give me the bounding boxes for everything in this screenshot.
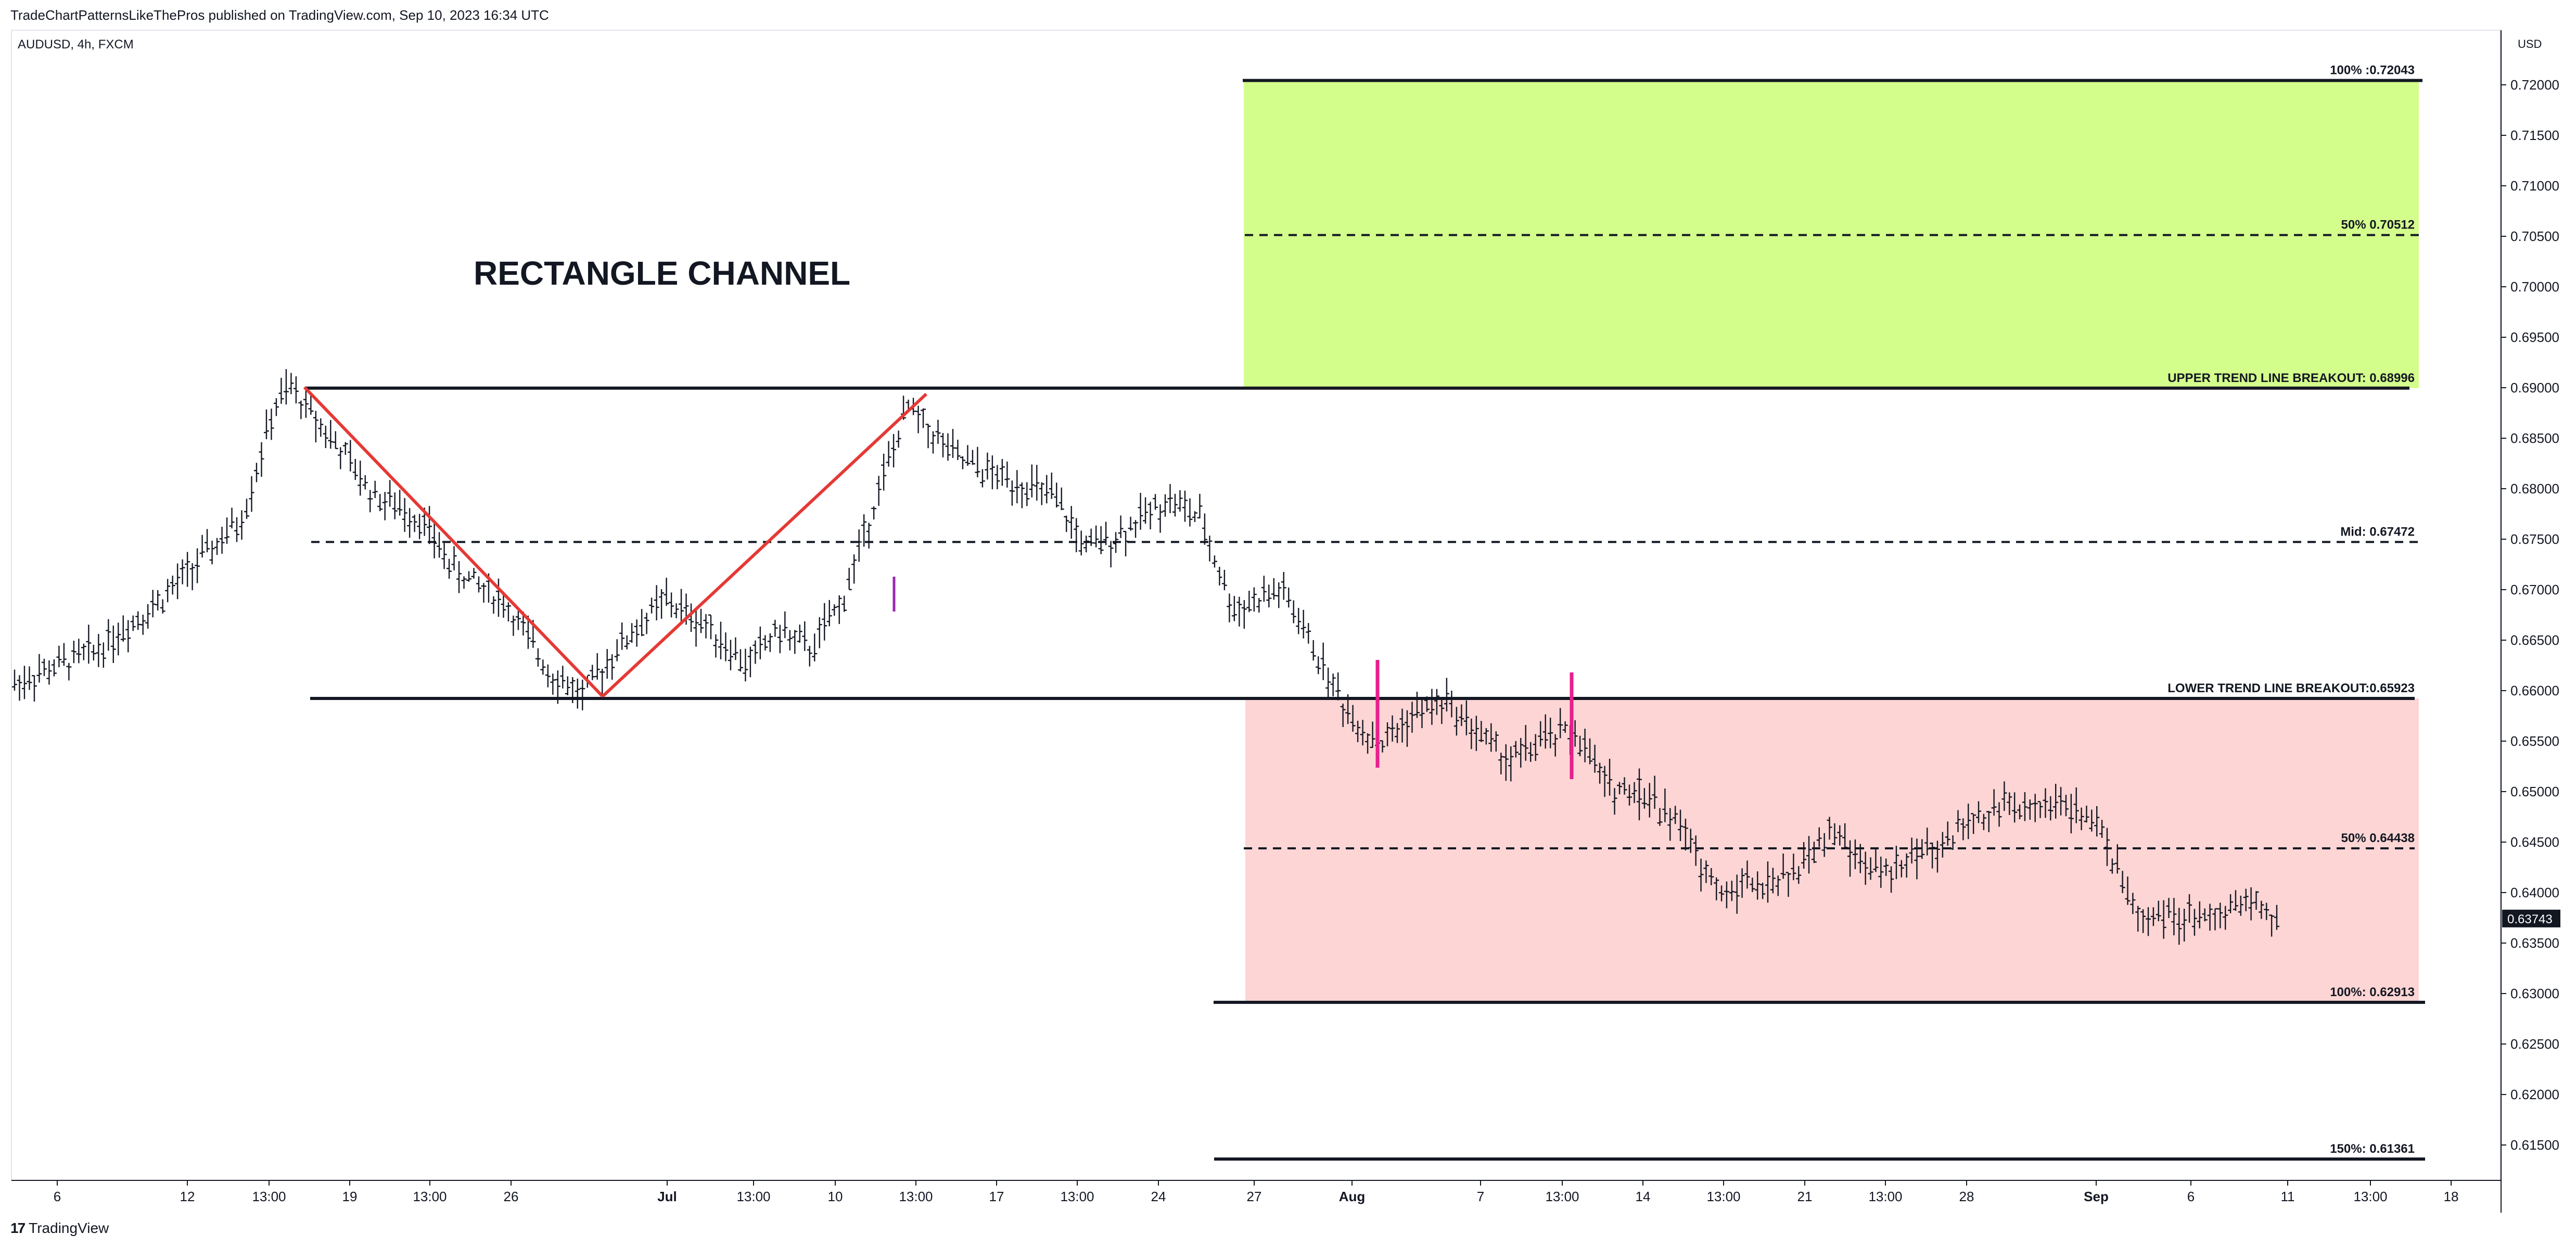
x-tick-label: 24 bbox=[1151, 1189, 1166, 1204]
y-tick-label: 0.65000 bbox=[2510, 784, 2559, 799]
y-tick-label: 0.62000 bbox=[2510, 1087, 2559, 1102]
target-zone-lower bbox=[1245, 698, 2419, 1002]
x-tick-label: 13:00 bbox=[1706, 1189, 1740, 1204]
price-bars bbox=[12, 369, 2279, 945]
publish-header: TradeChartPatternsLikeThePros published … bbox=[10, 7, 549, 23]
x-tick-label: 17 bbox=[989, 1189, 1004, 1204]
x-tick-label: 13:00 bbox=[899, 1189, 933, 1204]
y-tick-label: 0.67500 bbox=[2510, 531, 2559, 547]
x-tick-label: 13:00 bbox=[2353, 1189, 2387, 1204]
y-tick-label: 0.68500 bbox=[2510, 430, 2559, 446]
y-tick-label: 0.62500 bbox=[2510, 1036, 2559, 1052]
level-label-0: 100% :0.72043 bbox=[2330, 63, 2415, 78]
last-price-label: 0.63743 bbox=[2507, 912, 2553, 926]
trend-line-up bbox=[601, 392, 928, 698]
level-label-5: 50% 0.64438 bbox=[2341, 831, 2415, 845]
y-tick-label: 0.71500 bbox=[2510, 128, 2559, 143]
level-labels: 100% :0.72043 50% 0.70512 UPPER TREND LINE… bbox=[2167, 63, 2415, 1156]
x-tick-label: 21 bbox=[1797, 1189, 1813, 1204]
currency-label: USD bbox=[2518, 37, 2542, 50]
x-tick-label: Aug bbox=[1339, 1189, 1366, 1204]
level-lines bbox=[306, 79, 2425, 1161]
x-tick-label: 10 bbox=[828, 1189, 843, 1204]
level-label-3: Mid: 0.67472 bbox=[2340, 525, 2415, 539]
level-label-6: 100%: 0.62913 bbox=[2330, 985, 2415, 999]
x-tick-label: 18 bbox=[2444, 1189, 2459, 1204]
y-tick-label: 0.69000 bbox=[2510, 380, 2559, 396]
x-tick-label: Sep bbox=[2084, 1189, 2109, 1204]
y-tick-label: 0.72000 bbox=[2510, 77, 2559, 93]
x-tick-label: Jul bbox=[657, 1189, 677, 1204]
y-tick-label: 0.64500 bbox=[2510, 834, 2559, 850]
y-tick-label: 0.69500 bbox=[2510, 329, 2559, 345]
y-tick-label: 0.63500 bbox=[2510, 935, 2559, 951]
y-tick-label: 0.71000 bbox=[2510, 178, 2559, 194]
brand-label: TradingView bbox=[29, 1220, 109, 1236]
level-label-2: UPPER TREND LINE BREAKOUT: 0.68996 bbox=[2167, 371, 2415, 385]
y-tick-label: 0.70500 bbox=[2510, 228, 2559, 244]
last-price-badge bbox=[2502, 909, 2560, 927]
y-tick-label: 0.68000 bbox=[2510, 481, 2559, 497]
price-axis[interactable]: 0.72000 0.71500 0.71000 0.70500 0.70000 0.695… bbox=[2501, 77, 2559, 1153]
footer-brand[interactable]: 17 TradingView bbox=[10, 1220, 109, 1237]
y-tick-label: 0.66000 bbox=[2510, 683, 2559, 698]
x-tick-label: 12 bbox=[180, 1189, 195, 1204]
x-tick-label: 13:00 bbox=[252, 1189, 286, 1204]
x-tick-label: 27 bbox=[1247, 1189, 1262, 1204]
x-tick-label: 6 bbox=[54, 1189, 61, 1204]
x-tick-label: 13:00 bbox=[1868, 1189, 1902, 1204]
x-tick-label: 6 bbox=[2187, 1189, 2195, 1204]
level-label-4: LOWER TREND LINE BREAKOUT:0.65923 bbox=[2167, 681, 2415, 695]
x-tick-label: 13:00 bbox=[1060, 1189, 1094, 1204]
y-tick-label: 0.66500 bbox=[2510, 632, 2559, 648]
y-tick-label: 0.63000 bbox=[2510, 986, 2559, 1001]
x-tick-label: 19 bbox=[342, 1189, 358, 1204]
x-tick-label: 13:00 bbox=[736, 1189, 770, 1204]
y-tick-label: 0.61500 bbox=[2510, 1137, 2559, 1153]
time-axis[interactable]: 6 12 13:00 19 13:00 26 Jul 13:00 10 13:00 17 13:00 2… bbox=[54, 1180, 2459, 1204]
y-tick-label: 0.64000 bbox=[2510, 885, 2559, 900]
x-tick-label: 7 bbox=[1477, 1189, 1484, 1204]
x-tick-label: 14 bbox=[1636, 1189, 1651, 1204]
level-label-7: 150%: 0.61361 bbox=[2330, 1142, 2415, 1156]
level-label-1: 50% 0.70512 bbox=[2341, 218, 2415, 232]
tradingview-logo-icon: 17 bbox=[10, 1220, 25, 1236]
y-tick-label: 0.70000 bbox=[2510, 279, 2559, 295]
symbol-label[interactable]: AUDUSD, 4h, FXCM bbox=[18, 37, 134, 52]
x-tick-label: 11 bbox=[2281, 1189, 2295, 1204]
x-tick-label: 13:00 bbox=[413, 1189, 447, 1204]
y-tick-label: 0.67000 bbox=[2510, 582, 2559, 597]
x-tick-label: 26 bbox=[504, 1189, 519, 1204]
x-tick-label: 28 bbox=[1959, 1189, 1974, 1204]
x-tick-label: 13:00 bbox=[1545, 1189, 1579, 1204]
trend-line-down bbox=[303, 386, 604, 698]
y-tick-label: 0.65500 bbox=[2510, 733, 2559, 749]
chart-title: RECTANGLE CHANNEL bbox=[474, 255, 850, 292]
